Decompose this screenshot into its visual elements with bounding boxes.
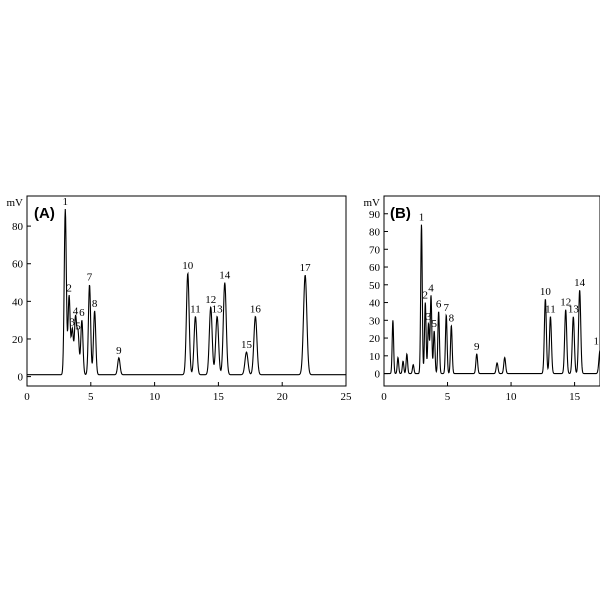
peak-label: 14 xyxy=(219,270,231,282)
peak-label: 5 xyxy=(75,320,81,332)
y-tick-label: 60 xyxy=(12,259,24,271)
peak-label: 6 xyxy=(436,298,442,310)
y-tick-label: 0 xyxy=(18,372,24,384)
peak-label: 6 xyxy=(79,307,85,319)
panel-label: (B) xyxy=(390,205,411,222)
y-tick-label: 50 xyxy=(369,280,381,292)
peak-label: 15 xyxy=(241,339,253,351)
y-tick-label: 30 xyxy=(369,315,381,327)
y-tick-label: 80 xyxy=(12,221,24,233)
peak-label: 1 xyxy=(594,335,600,347)
y-axis-unit: mV xyxy=(7,197,24,209)
chromatogram-trace xyxy=(27,209,346,375)
peak-label: 10 xyxy=(182,260,194,272)
peak-label: 16 xyxy=(250,303,262,315)
y-tick-label: 40 xyxy=(12,296,24,308)
y-tick-label: 0 xyxy=(375,369,381,381)
y-axis-unit: mV xyxy=(364,197,381,209)
y-tick-label: 20 xyxy=(369,333,381,345)
y-tick-label: 20 xyxy=(12,334,24,346)
y-tick-label: 70 xyxy=(369,244,381,256)
peak-label: 13 xyxy=(212,303,224,315)
x-tick-label: 10 xyxy=(506,391,518,403)
x-tick-label: 20 xyxy=(277,391,289,403)
y-tick-label: 40 xyxy=(369,298,381,310)
x-tick-label: 15 xyxy=(569,391,581,403)
peak-label: 7 xyxy=(87,271,93,283)
peak-label: 2 xyxy=(66,283,72,295)
x-tick-label: 15 xyxy=(213,391,225,403)
peak-label: 13 xyxy=(568,304,580,316)
y-tick-label: 60 xyxy=(369,262,381,274)
peak-label: 11 xyxy=(545,304,556,316)
peak-label: 17 xyxy=(300,262,312,274)
panel-label: (A) xyxy=(34,205,55,222)
y-tick-label: 90 xyxy=(369,209,381,221)
peak-label: 8 xyxy=(449,313,455,325)
x-tick-label: 5 xyxy=(445,391,451,403)
peak-label: 4 xyxy=(73,305,79,317)
peak-label: 14 xyxy=(574,277,586,289)
x-tick-label: 10 xyxy=(149,391,161,403)
x-tick-label: 0 xyxy=(381,391,387,403)
y-tick-label: 80 xyxy=(369,227,381,239)
peak-label: 1 xyxy=(63,196,69,208)
peak-label: 8 xyxy=(92,298,98,310)
x-tick-label: 5 xyxy=(88,391,94,403)
peak-label: 2 xyxy=(423,290,429,302)
peak-label: 11 xyxy=(190,303,201,315)
peak-label: 10 xyxy=(540,286,552,298)
x-tick-label: 25 xyxy=(341,391,353,403)
peak-label: 9 xyxy=(474,341,480,353)
peak-label: 1 xyxy=(419,211,425,223)
peak-label: 4 xyxy=(428,282,434,294)
peak-label: 5 xyxy=(431,318,437,330)
peak-label: 9 xyxy=(116,345,122,357)
y-tick-label: 10 xyxy=(369,351,381,363)
x-tick-label: 0 xyxy=(24,391,30,403)
